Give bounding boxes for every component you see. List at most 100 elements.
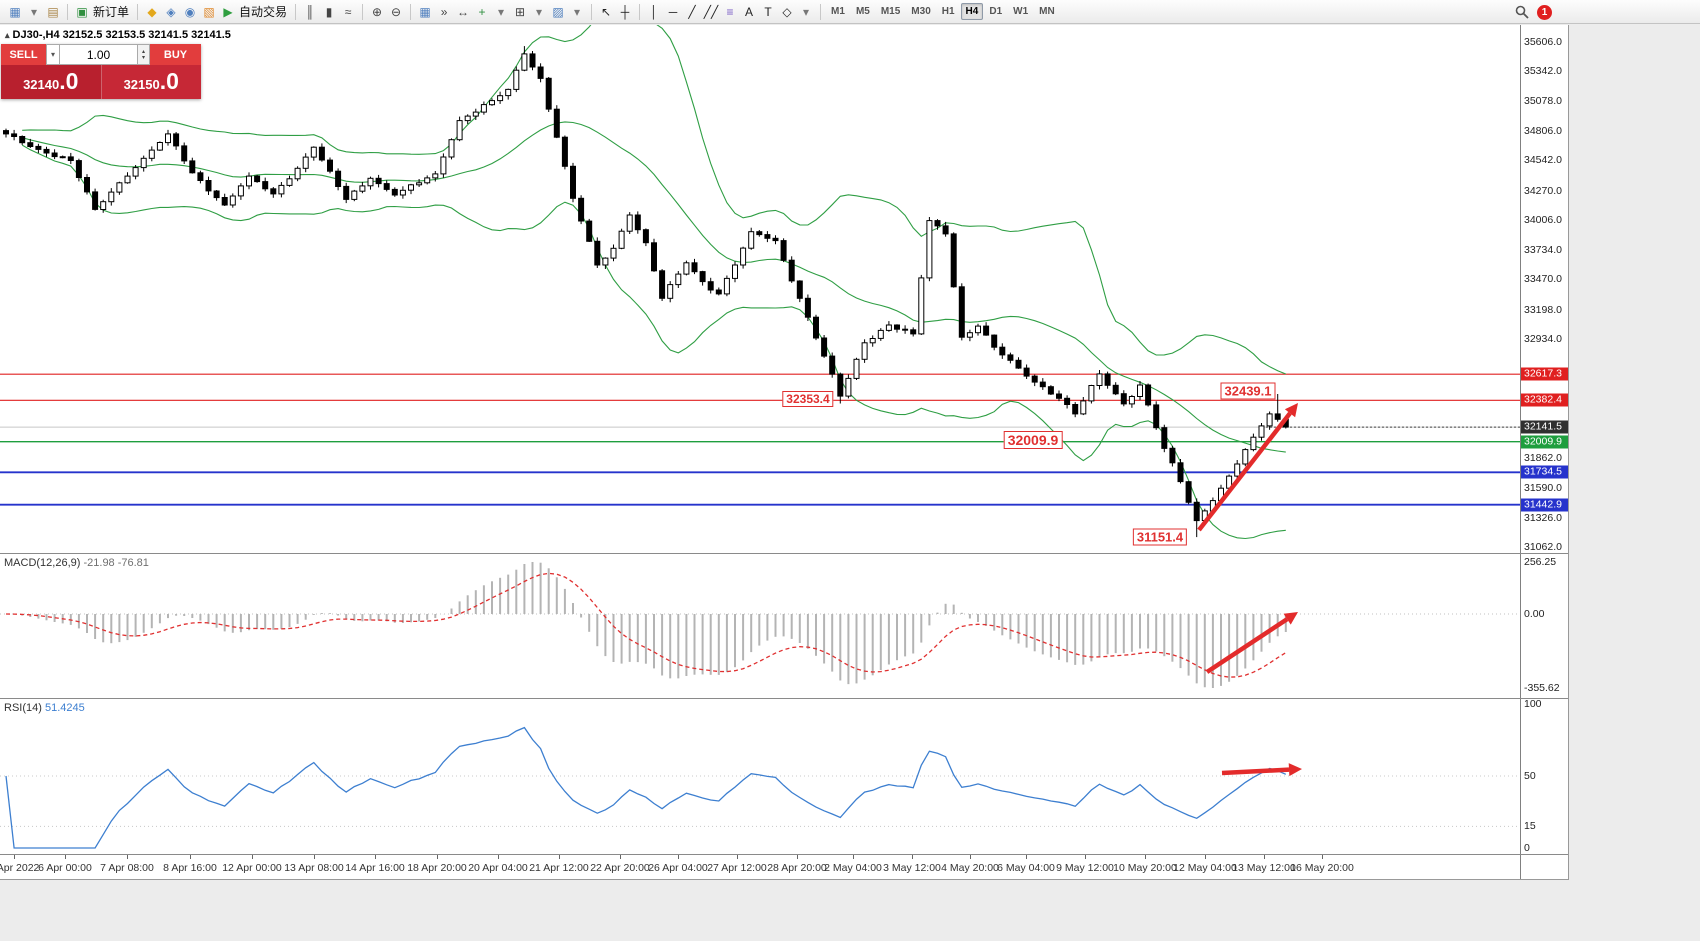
templates-caret-icon[interactable]: ▾ (574, 4, 581, 19)
label-tool-icon[interactable]: T (764, 4, 772, 19)
time-label: 3 May 12:00 (883, 862, 941, 874)
sell-price-button[interactable]: 32140.0 (1, 65, 102, 99)
time-tick-mark (1145, 855, 1146, 859)
time-tick-mark (190, 855, 191, 859)
main-plot[interactable] (0, 25, 1520, 553)
timeframe-mn[interactable]: MN (1039, 6, 1055, 17)
one-click-trading-panel: SELL ▾ 1.00 ▴ ▾ BUY 32140.0 32150.0 (1, 44, 201, 99)
autotrading-icon[interactable]: ▶ (223, 4, 233, 19)
bars-chart-icon[interactable]: ║ (305, 4, 315, 19)
price-tick: 33198.0 (1524, 303, 1562, 316)
channel-icon[interactable]: ╱╱ (703, 4, 719, 19)
window-group: ▦ » ↔ + ▾ ⊞ ▾ ▨ ▾ (413, 3, 589, 21)
new-chart-icon[interactable]: ▦ (9, 4, 21, 19)
timeframe-m15[interactable]: M15 (880, 6, 901, 17)
time-label: 27 Apr 12:00 (707, 862, 767, 874)
crosshair-icon[interactable]: ┼ (620, 4, 630, 19)
autotrading-label[interactable]: 自动交易 (239, 5, 288, 19)
time-tick-mark (375, 855, 376, 859)
timeframe-m30[interactable]: M30 (911, 6, 931, 17)
zoom-in-icon[interactable]: ⊕ (372, 4, 383, 19)
horizontal-line-icon[interactable]: ─ (668, 4, 678, 19)
search-icon[interactable] (1514, 4, 1530, 20)
chart-shift-icon[interactable]: ↔ (457, 4, 470, 19)
rsi-axis: 100 50 15 0 (1520, 699, 1568, 854)
time-label: 9 May 12:00 (1056, 862, 1114, 874)
timeframe-w1[interactable]: W1 (1013, 6, 1029, 17)
time-tick-mark (1264, 855, 1265, 859)
time-label: 20 Apr 04:00 (468, 862, 528, 874)
timeframe-h1[interactable]: H1 (941, 6, 955, 17)
timeframes-group: M1 M5 M15 M30 H1 H4 D1 W1 MN (823, 3, 1063, 20)
time-tick-mark (797, 855, 798, 859)
buy-button[interactable]: BUY (150, 44, 201, 65)
toolbar-separator (362, 3, 364, 20)
timeframe-d1[interactable]: D1 (989, 6, 1003, 17)
time-label: 28 Apr 20:00 (767, 862, 827, 874)
app-group: ◆ ◈ ◉ ▧ ▶ 自动交易 (140, 3, 293, 21)
shapes-caret-icon[interactable]: ▾ (803, 4, 810, 19)
price-tick: 31590.0 (1524, 482, 1562, 495)
periods-icon[interactable]: ⊞ (515, 4, 526, 19)
time-tick-mark (437, 855, 438, 859)
time-label: 13 Apr 08:00 (284, 862, 344, 874)
macd-tick: 256.25 (1524, 556, 1557, 568)
time-tick-mark (65, 855, 66, 859)
navigator-icon[interactable]: ◉ (184, 4, 196, 19)
main-chart-panel: 35606.0 35342.0 35078.0 34806.0 34542.0 34270… (0, 25, 1568, 553)
price-annotation[interactable]: 32439.1 (1220, 382, 1276, 400)
notification-badge[interactable]: 1 (1537, 4, 1552, 20)
fibonacci-icon[interactable]: ≡ (726, 4, 734, 19)
lot-spinner[interactable]: ▴ ▾ (137, 44, 150, 65)
rsi-plot[interactable] (0, 699, 1520, 854)
data-window-icon[interactable]: ◈ (166, 4, 176, 19)
periods-caret-icon[interactable]: ▾ (536, 4, 543, 19)
sell-price-small: 32140 (23, 77, 60, 92)
price-annotation[interactable]: 32353.4 (782, 391, 834, 407)
line-chart-icon[interactable]: ≈ (344, 4, 352, 19)
timeframe-m5[interactable]: M5 (855, 6, 870, 17)
toolbar: ▦ ▾ ▤ ▣ 新订单 ◆ ◈ ◉ ▧ ▶ 自动交易 ║ ▮ ≈ ⊕ ⊖ ▦» ↔ + ▾ ⊞ ▾ ▨ ▾ ↖ ┼ │ ─ ╱ ╱╱ ≡ A T… (0, 0, 1700, 24)
shapes-icon[interactable]: ◇ (782, 4, 792, 19)
new-order-label[interactable]: 新订单 (93, 5, 130, 19)
new-chart-caret-icon[interactable]: ▾ (30, 4, 38, 19)
zoom-out-icon[interactable]: ⊖ (391, 4, 402, 19)
cursor-group: ↖ ┼ (594, 3, 637, 21)
auto-scroll-icon[interactable]: » (440, 4, 448, 19)
price-annotation[interactable]: 32009.9 (1003, 431, 1063, 449)
profiles-icon[interactable]: ▤ (47, 4, 59, 19)
market-watch-icon[interactable]: ◆ (147, 4, 157, 19)
zoom-group: ⊕ ⊖ (365, 3, 408, 21)
vertical-line-icon[interactable]: │ (650, 4, 658, 19)
trendline-icon[interactable]: ╱ (688, 4, 696, 19)
candlestick-chart-icon[interactable]: ▮ (325, 4, 333, 19)
timeframe-h4[interactable]: H4 (960, 3, 984, 20)
buy-price-button[interactable]: 32150.0 (101, 65, 201, 99)
new-order-icon[interactable]: ▣ (76, 4, 88, 19)
price-tick: 33734.0 (1524, 244, 1562, 257)
price-tick: 32934.0 (1524, 333, 1562, 345)
lot-input[interactable]: 1.00 (60, 44, 137, 65)
price-tick: 35078.0 (1524, 94, 1562, 107)
text-tool-icon[interactable]: A (745, 4, 754, 19)
price-annotation[interactable]: 31151.4 (1132, 528, 1188, 546)
metaeditor-icon[interactable]: ▧ (203, 4, 215, 19)
templates-icon[interactable]: ▨ (552, 4, 564, 19)
indicators-icon[interactable]: + (478, 4, 486, 19)
sell-button[interactable]: SELL (1, 44, 46, 65)
cursor-icon[interactable]: ↖ (601, 4, 612, 19)
lot-dropdown-caret[interactable]: ▾ (46, 44, 60, 65)
macd-plot[interactable] (0, 554, 1520, 698)
collapse-icon[interactable]: ▴ (5, 30, 10, 40)
toolbar-separator (591, 3, 593, 20)
rsi-tick: 0 (1524, 842, 1530, 854)
indicators-caret-icon[interactable]: ▾ (498, 4, 505, 19)
time-label: 12 May 04:00 (1173, 862, 1237, 874)
time-label: 2 May 04:00 (824, 862, 882, 874)
rsi-tick: 15 (1524, 820, 1536, 833)
sell-price-big: .0 (59, 68, 79, 94)
rsi-panel: 100 50 15 0 RSI(14) 51.4245 (0, 698, 1568, 854)
tile-windows-icon[interactable]: ▦ (419, 4, 431, 19)
timeframe-m1[interactable]: M1 (831, 6, 845, 17)
